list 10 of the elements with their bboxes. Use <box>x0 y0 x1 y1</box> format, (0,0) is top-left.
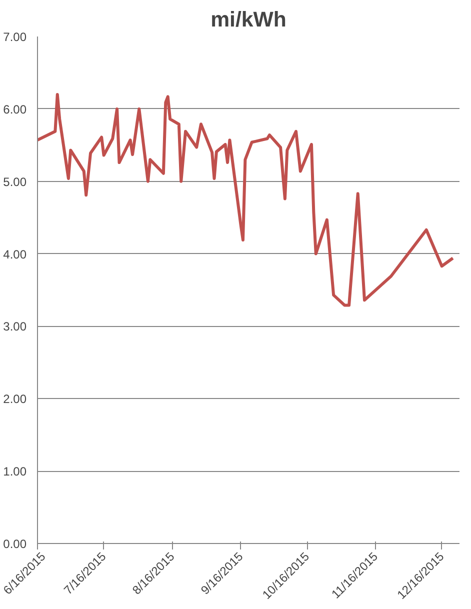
y-tick-label: 3.00 <box>3 320 27 334</box>
y-tick-label: 1.00 <box>3 464 27 479</box>
y-tick-label: 0.00 <box>3 537 27 551</box>
chart-title: mi/kWh <box>210 8 286 32</box>
y-tick-label: 6.00 <box>3 102 27 116</box>
y-tick-label: 7.00 <box>3 30 27 44</box>
y-tick-label: 4.00 <box>3 247 27 262</box>
y-tick-label: 2.00 <box>3 392 27 406</box>
line-series <box>38 92 454 307</box>
y-tick-label: 5.00 <box>3 174 27 189</box>
